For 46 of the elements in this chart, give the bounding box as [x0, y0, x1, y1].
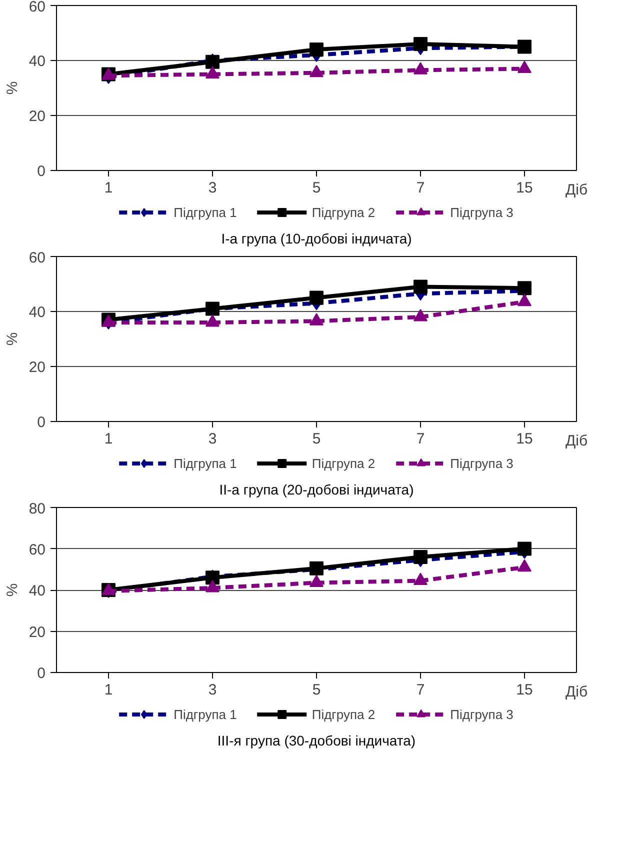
- y-tick-label: 0: [37, 665, 46, 682]
- x-tick-label: 1: [104, 682, 113, 698]
- y-tick-label: 60: [28, 250, 46, 266]
- x-tick-label: 1: [104, 180, 113, 196]
- y-tick-label: 20: [28, 624, 46, 641]
- x-tick-label: 7: [416, 682, 425, 698]
- legend-label: Підгрупа 1: [174, 456, 237, 470]
- y-axis-title: %: [4, 81, 21, 95]
- legend-label: Підгрупа 1: [174, 204, 237, 220]
- legend-label: Підгрупа 2: [312, 456, 376, 470]
- legend-label: Підгрупа 2: [312, 706, 376, 722]
- legend-label: Підгрупа 3: [450, 456, 514, 470]
- y-axis-title: %: [4, 583, 21, 597]
- text: ІІІ-я група (30-добові індичата): [217, 732, 416, 748]
- text: І-а група (10-добові індичата): [221, 230, 412, 246]
- x-axis-title: Діб: [565, 432, 588, 450]
- y-axis-title: %: [4, 332, 21, 346]
- x-tick-label: 3: [208, 682, 217, 698]
- x-tick-label: 15: [516, 180, 533, 196]
- x-axis-title: Діб: [565, 182, 588, 198]
- x-tick-label: 15: [516, 430, 533, 448]
- legend-label: Підгрупа 3: [450, 706, 514, 722]
- y-tick-label: 0: [37, 414, 46, 431]
- legend-label: Підгрупа 2: [312, 204, 376, 220]
- y-tick-label: 80: [28, 500, 46, 518]
- y-tick-label: 20: [28, 359, 46, 376]
- x-tick-label: 3: [208, 180, 217, 196]
- x-tick-label: 5: [312, 430, 321, 448]
- y-tick-label: 20: [28, 108, 46, 125]
- y-tick-label: 0: [37, 163, 46, 180]
- x-tick-label: 5: [312, 682, 321, 698]
- legend-label: Підгрупа 3: [450, 204, 514, 220]
- x-tick-label: 3: [208, 430, 217, 448]
- y-tick-label: 60: [28, 541, 46, 558]
- x-tick-label: 7: [416, 430, 425, 448]
- x-tick-label: 1: [104, 430, 113, 448]
- x-tick-label: 5: [312, 180, 321, 196]
- y-tick-label: 40: [28, 53, 46, 70]
- y-tick-label: 40: [28, 582, 46, 600]
- y-tick-label: 60: [28, 0, 46, 16]
- legend-label: Підгрупа 1: [174, 706, 237, 722]
- x-tick-label: 7: [416, 180, 425, 196]
- x-axis-title: Діб: [565, 684, 588, 700]
- text: ІІ-а група (20-добові індичата): [219, 482, 414, 498]
- y-tick-label: 40: [28, 304, 46, 321]
- x-tick-label: 15: [516, 682, 533, 698]
